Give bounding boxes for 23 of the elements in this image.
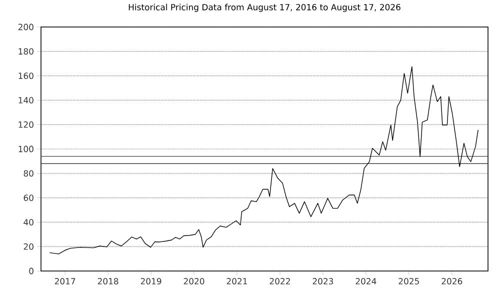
y-tick-label: 60: [24, 194, 34, 202]
x-tick-label: 2020: [184, 278, 204, 284]
y-tick-label: 180: [18, 48, 34, 55]
y-tick-label: 200: [18, 24, 34, 30]
y-tick-label: 140: [18, 97, 34, 104]
x-tick-label: 2023: [312, 278, 334, 284]
x-tick-label: 2024: [356, 278, 376, 284]
x-tick-label: 2019: [140, 278, 162, 284]
y-tick-label: 160: [18, 72, 34, 80]
x-tick-label: 2017: [54, 278, 76, 284]
x-tick-label: 2018: [98, 278, 118, 284]
y-tick-label: 0: [29, 268, 34, 274]
line-series: [49, 66, 478, 254]
x-tick-label: 2026: [442, 278, 462, 284]
y-tick-label: 80: [24, 170, 34, 177]
y-tick-label: 100: [18, 146, 34, 152]
x-tick-label: 2025: [398, 278, 419, 284]
chart-title: Historical Pricing Data from August 17, 2016 to August 17, 2026: [128, 4, 400, 12]
y-tick-label: 120: [18, 121, 34, 128]
y-tick-label: 20: [24, 243, 34, 250]
y-tick-label: 40: [24, 219, 34, 226]
x-tick-label: 2022: [270, 278, 290, 284]
x-tick-label: 2021: [226, 278, 247, 284]
